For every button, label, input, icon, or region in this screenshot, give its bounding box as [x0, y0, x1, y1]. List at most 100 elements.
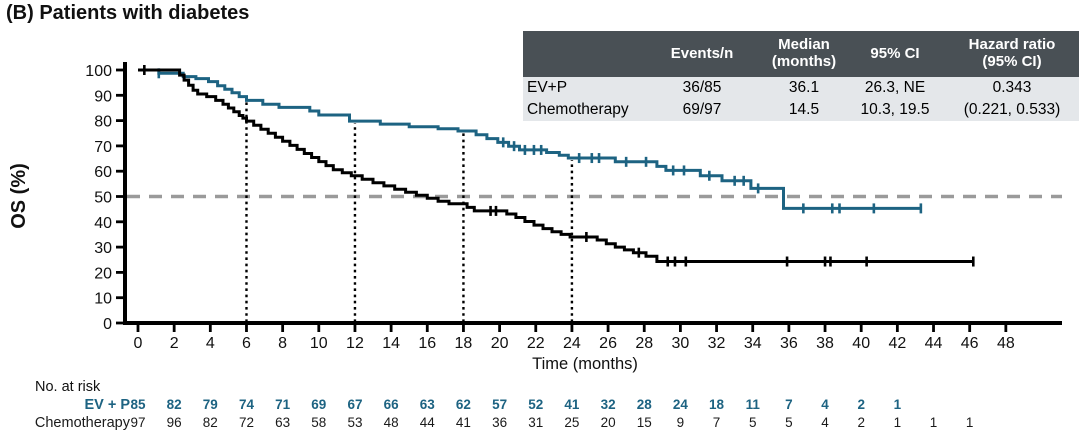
stats-value-cell: 14.5 [788, 101, 820, 119]
at-risk-count: 1 [894, 397, 902, 412]
x-tick-label: 28 [635, 335, 653, 352]
at-risk-count: 52 [528, 397, 543, 412]
at-risk-count: 67 [347, 397, 362, 412]
stats-header-cell: Events/n [670, 44, 734, 62]
at-risk-count: 36 [492, 415, 507, 430]
at-risk-count: 1 [966, 415, 974, 430]
at-risk-count: 82 [167, 397, 182, 412]
stats-value-cell: 10.3, 19.5 [860, 101, 930, 119]
at-risk-row-label: EV + P [84, 397, 130, 413]
at-risk-count: 1 [930, 415, 938, 430]
at-risk-count: 28 [637, 397, 653, 412]
y-axis-label: OS (%) [8, 163, 30, 229]
figure-title: (B) Patients with diabetes [6, 2, 250, 24]
y-tick-label: 0 [103, 316, 112, 333]
at-risk-count: 2 [857, 415, 865, 430]
at-risk-count: 79 [203, 397, 218, 412]
y-tick-label: 50 [94, 190, 112, 207]
at-risk-count: 97 [130, 415, 145, 430]
y-tick-label: 30 [94, 240, 112, 257]
y-tick-label: 20 [94, 265, 112, 282]
stats-value-cell: 0.343 [992, 79, 1032, 97]
stats-value-cell: 36/85 [682, 79, 722, 97]
at-risk-count: 66 [384, 397, 400, 412]
at-risk-count: 69 [311, 397, 326, 412]
at-risk-count: 11 [746, 397, 761, 412]
at-risk-count: 31 [528, 415, 543, 430]
stats-value-cell: (0.221, 0.533) [963, 101, 1061, 119]
x-tick-label: 24 [563, 335, 581, 352]
x-tick-label: 0 [134, 335, 143, 352]
at-risk-count: 85 [130, 397, 146, 412]
at-risk-count: 5 [749, 415, 757, 430]
x-tick-label: 22 [527, 335, 545, 352]
stats-value-cell: 36.1 [788, 79, 820, 97]
y-tick-label: 100 [85, 63, 112, 80]
stats-header-cell [523, 31, 641, 77]
stats-value-cell: 26.3, NE [864, 79, 926, 97]
at-risk-count: 71 [275, 397, 291, 412]
x-tick-label: 12 [346, 335, 364, 352]
y-tick-label: 70 [94, 139, 112, 156]
at-risk-count: 7 [713, 415, 721, 430]
stats-data-row: Chemotherapy 69/97 14.5 10.3, 19.5 (0.221, 0… [523, 99, 1079, 121]
at-risk-count: 24 [673, 397, 689, 412]
at-risk-count: 41 [456, 415, 471, 430]
x-axis-label: Time (months) [532, 355, 638, 373]
at-risk-count: 63 [275, 415, 290, 430]
x-tick-label: 48 [997, 335, 1015, 352]
x-tick-label: 44 [925, 335, 943, 352]
at-risk-count: 5 [785, 415, 793, 430]
y-tick-label: 90 [94, 88, 112, 105]
x-tick-label: 20 [491, 335, 509, 352]
x-tick-label: 40 [852, 335, 870, 352]
at-risk-count: 57 [492, 397, 507, 412]
x-tick-label: 2 [170, 335, 179, 352]
stats-header-cell: Median (months) [771, 36, 837, 70]
stats-data-row: EV+P 36/85 36.1 26.3, NE 0.343 [523, 77, 1079, 99]
x-tick-label: 46 [961, 335, 979, 352]
stats-arm-name: EV+P [527, 79, 568, 97]
stats-header-cell: 95% CI [870, 44, 920, 62]
at-risk-count: 2 [857, 397, 865, 412]
at-risk-count: 15 [637, 415, 652, 430]
at-risk-count: 4 [821, 397, 829, 412]
at-risk-count: 58 [311, 415, 326, 430]
at-risk-count: 53 [347, 415, 362, 430]
at-risk-count: 9 [677, 415, 685, 430]
x-tick-label: 8 [278, 335, 287, 352]
at-risk-count: 96 [167, 415, 182, 430]
at-risk-count: 63 [420, 397, 436, 412]
at-risk-count: 32 [601, 397, 616, 412]
at-risk-count: 74 [239, 397, 255, 412]
x-tick-label: 18 [455, 335, 473, 352]
at-risk-count: 18 [709, 397, 725, 412]
x-tick-label: 34 [744, 335, 762, 352]
x-tick-label: 26 [599, 335, 617, 352]
at-risk-count: 41 [564, 397, 580, 412]
at-risk-count: 62 [456, 397, 471, 412]
at-risk-count: 72 [239, 415, 254, 430]
at-risk-count: 7 [785, 397, 793, 412]
at-risk-row-label: Chemotherapy [35, 415, 131, 431]
x-tick-label: 38 [816, 335, 834, 352]
stats-header-row: Events/n Median (months) 95% CI Hazard rati… [523, 31, 1079, 77]
x-tick-label: 4 [206, 335, 215, 352]
x-tick-label: 16 [418, 335, 436, 352]
y-tick-label: 60 [94, 164, 112, 181]
x-tick-label: 30 [672, 335, 690, 352]
stats-arm-name: Chemotherapy [527, 101, 629, 119]
summary-stats-table: Events/n Median (months) 95% CI Hazard rati… [523, 31, 1079, 121]
at-risk-count: 1 [894, 415, 902, 430]
stats-header-cell: Hazard ratio (95% CI) [968, 36, 1056, 70]
x-tick-label: 32 [708, 335, 726, 352]
at-risk-count: 4 [821, 415, 829, 430]
km-curve-evp [138, 68, 921, 210]
at-risk-title: No. at risk [35, 379, 101, 395]
stats-value-cell: 69/97 [682, 101, 722, 119]
y-tick-label: 40 [94, 215, 112, 232]
at-risk-count: 82 [203, 415, 218, 430]
x-tick-label: 14 [382, 335, 400, 352]
x-tick-label: 42 [888, 335, 906, 352]
